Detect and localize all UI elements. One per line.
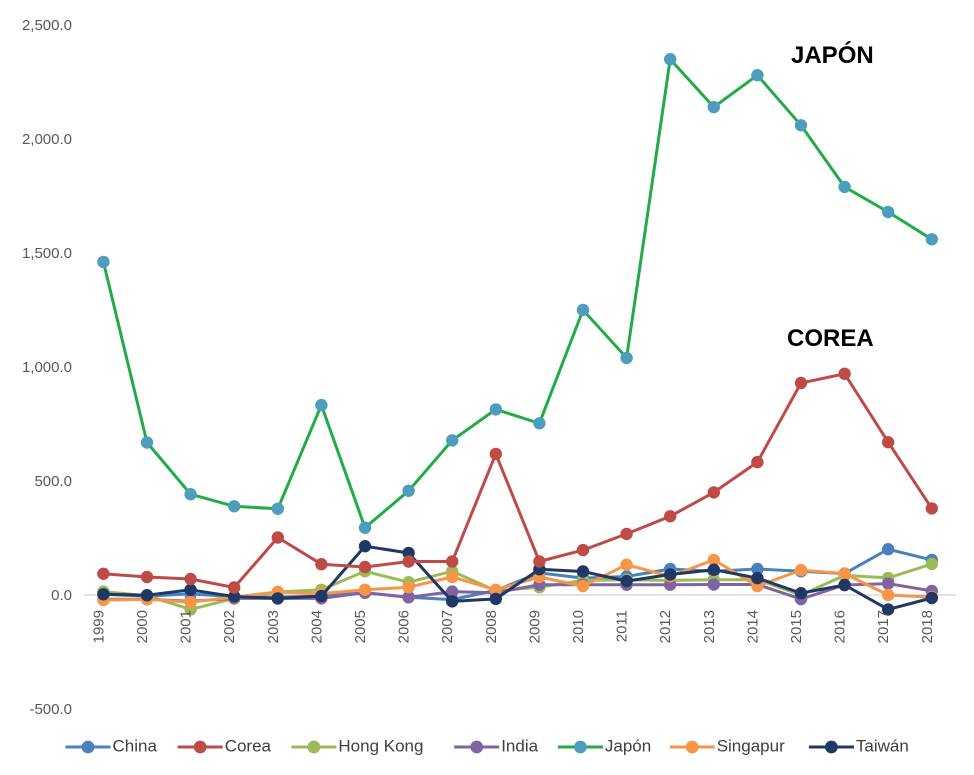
svg-text:2010: 2010 [570, 610, 587, 643]
svg-text:2009: 2009 [526, 610, 543, 643]
svg-text:500.0: 500.0 [34, 473, 72, 490]
svg-text:2,000.0: 2,000.0 [22, 131, 72, 148]
svg-text:China: China [113, 737, 158, 756]
svg-text:JAPÓN: JAPÓN [791, 41, 874, 69]
svg-text:1,000.0: 1,000.0 [22, 359, 72, 376]
svg-text:2002: 2002 [221, 610, 238, 643]
svg-text:Taiwán: Taiwán [856, 737, 909, 756]
svg-text:2005: 2005 [352, 610, 369, 643]
svg-text:Singapur: Singapur [717, 737, 785, 756]
svg-text:2001: 2001 [178, 610, 195, 643]
svg-text:2008: 2008 [483, 610, 500, 643]
svg-text:2011: 2011 [614, 610, 631, 642]
svg-text:Japón: Japón [605, 737, 651, 756]
svg-text:Corea: Corea [225, 737, 272, 756]
svg-text:2018: 2018 [919, 610, 936, 643]
svg-text:2013: 2013 [701, 610, 718, 643]
svg-text:2017: 2017 [875, 610, 892, 643]
svg-text:2006: 2006 [396, 610, 413, 643]
svg-text:-500.0: -500.0 [29, 701, 72, 718]
svg-text:2014: 2014 [744, 610, 761, 643]
svg-text:2016: 2016 [832, 610, 849, 643]
svg-text:0.0: 0.0 [51, 587, 72, 604]
svg-text:2004: 2004 [308, 610, 325, 643]
svg-text:2,500.0: 2,500.0 [22, 17, 72, 34]
svg-text:India: India [501, 737, 538, 756]
svg-text:2000: 2000 [134, 610, 151, 643]
svg-text:1999: 1999 [90, 610, 107, 643]
svg-text:2003: 2003 [265, 610, 282, 643]
svg-text:COREA: COREA [787, 325, 874, 352]
svg-text:Hong Kong: Hong Kong [338, 737, 423, 756]
svg-text:2015: 2015 [788, 610, 805, 643]
svg-text:1,500.0: 1,500.0 [22, 245, 72, 262]
svg-text:2012: 2012 [657, 610, 674, 643]
svg-text:2007: 2007 [439, 610, 456, 643]
